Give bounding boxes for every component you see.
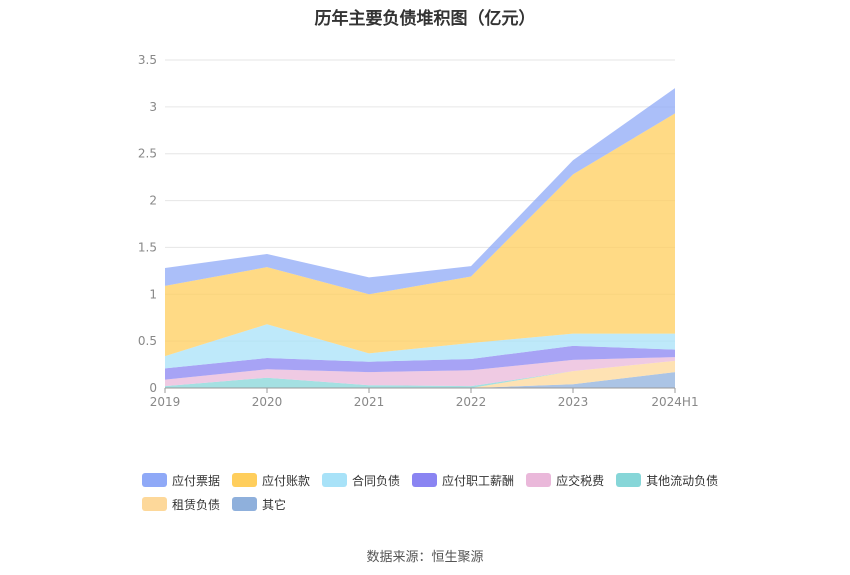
x-tick-label: 2024H1 (651, 395, 698, 409)
data-source: 数据来源：恒生聚源 (366, 550, 484, 565)
legend-label: 其他流动负债 (646, 473, 719, 488)
legend: 应付票据 应付账款 合同负债 应付职工薪酬 应交税费 其他流动负债租赁负债 其它 (142, 472, 742, 512)
axes: 0 0.5 1 1.5 2 2.5 3 3.5 2019 2020 2021 2022 2023 2024… (138, 53, 699, 409)
x-tick-label: 2020 (252, 395, 283, 409)
legend-swatch (232, 497, 258, 511)
legend-swatch (526, 473, 552, 487)
y-tick-label: 1.5 (138, 240, 157, 254)
x-tick-label: 2022 (456, 395, 487, 409)
chart-title: 历年主要负债堆积图（亿元） (314, 9, 536, 29)
area-其它 (165, 372, 675, 388)
legend-swatch (142, 473, 167, 487)
area-series-group (165, 88, 675, 388)
area-应付职工薪酬 (165, 345, 675, 380)
y-tick-label: 2.5 (138, 147, 157, 161)
x-tick-label: 2019 (150, 395, 181, 409)
legend-item[interactable]: 其它 (232, 496, 286, 512)
area-应交税费 (165, 357, 675, 387)
area-应付票据 (165, 88, 675, 295)
area-租赁负债 (165, 360, 675, 388)
legend-label: 应交税费 (556, 473, 605, 488)
legend-label: 应付票据 (172, 473, 221, 488)
legend-label: 租赁负债 (172, 497, 221, 512)
x-tick-label: 2023 (558, 395, 589, 409)
legend-label: 应付账款 (262, 473, 311, 488)
legend-label: 其它 (262, 497, 287, 512)
area-其他流动负债 (165, 360, 675, 388)
y-tick-label: 0 (149, 381, 157, 395)
y-tick-label: 3.5 (138, 53, 157, 67)
area-合同负债 (165, 324, 675, 369)
legend-item[interactable]: 应交税费 (526, 472, 604, 488)
legend-swatch (412, 473, 438, 487)
legend-label: 合同负债 (352, 473, 401, 488)
x-tick-label: 2021 (354, 395, 385, 409)
legend-item[interactable]: 其他流动负债 (616, 472, 718, 488)
legend-item[interactable]: 应付票据 (142, 472, 220, 488)
y-tick-label: 2 (149, 194, 157, 208)
legend-swatch (232, 473, 258, 487)
legend-item[interactable]: 应付职工薪酬 (412, 472, 514, 488)
legend-swatch (616, 473, 642, 487)
legend-swatch (142, 497, 167, 511)
legend-label: 应付职工薪酬 (442, 473, 515, 488)
area-应付账款 (165, 113, 675, 357)
legend-item[interactable]: 租赁负债 (142, 496, 220, 512)
y-tick-label: 0.5 (138, 334, 157, 348)
legend-swatch (322, 473, 348, 487)
legend-item[interactable]: 应付账款 (232, 472, 310, 488)
legend-item[interactable]: 合同负债 (322, 472, 400, 488)
y-tick-label: 3 (149, 100, 157, 114)
y-tick-label: 1 (149, 287, 157, 301)
